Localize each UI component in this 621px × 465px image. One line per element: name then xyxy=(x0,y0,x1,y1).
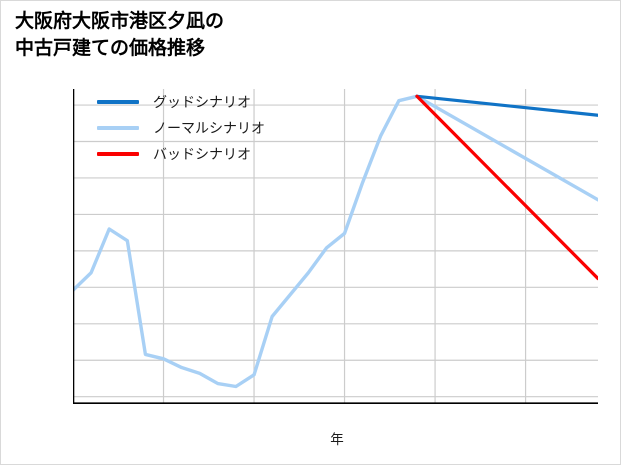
legend-label: バッドシナリオ xyxy=(153,146,251,162)
legend-item[interactable]: バッドシナリオ xyxy=(97,145,265,163)
grid-lines xyxy=(73,89,598,404)
legend-item[interactable]: グッドシナリオ xyxy=(97,93,265,111)
legend-swatch-normal xyxy=(97,126,139,130)
axis-lines xyxy=(73,89,598,404)
legend-label: グッドシナリオ xyxy=(153,94,251,110)
chart-title: 大阪府大阪市港区夕凪の 中古戸建ての価格推移 xyxy=(15,11,225,59)
legend-item[interactable]: ノーマルシナリオ xyxy=(97,119,265,137)
legend-swatch-good xyxy=(97,100,139,104)
plot-svg xyxy=(73,89,598,404)
series-line-good xyxy=(415,94,598,117)
legend-label: ノーマルシナリオ xyxy=(153,120,265,136)
series-line-bad xyxy=(415,94,598,281)
series-lines xyxy=(73,94,598,389)
y-axis-label: 坪（3.3㎡）単価（万円） xyxy=(0,93,1,247)
legend-swatch-bad xyxy=(97,152,139,156)
series-line-normal xyxy=(73,94,598,389)
plot-area: 42.545.047.550.052.555.057.560.062.5 200… xyxy=(73,89,598,404)
x-axis-label: 年 xyxy=(330,432,344,447)
chart-legend: グッドシナリオ ノーマルシナリオ バッドシナリオ xyxy=(97,93,265,163)
